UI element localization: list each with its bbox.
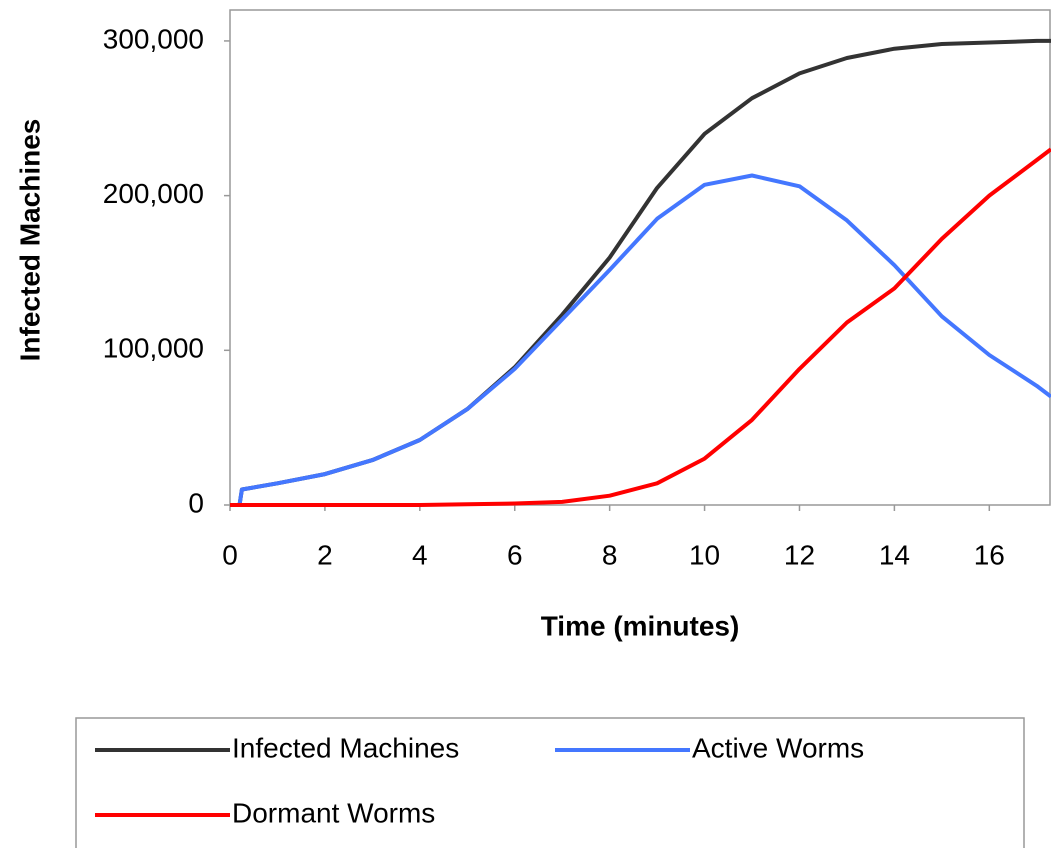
x-tick-label: 4 — [412, 539, 428, 570]
legend-label: Active Worms — [692, 732, 864, 763]
series-line — [230, 38, 1051, 507]
x-tick-label: 12 — [784, 539, 815, 570]
y-axis-title: Infected Machines — [14, 119, 45, 362]
x-tick-label: 6 — [507, 539, 523, 570]
legend-box — [75, 717, 1025, 848]
x-axis-title: Time (minutes) — [541, 610, 740, 641]
x-tick-label: 16 — [974, 539, 1005, 570]
x-tick-label: 0 — [222, 539, 238, 570]
series-line — [230, 147, 1051, 507]
x-tick-label: 8 — [602, 539, 618, 570]
plot-frame — [229, 9, 1051, 506]
series-line — [230, 173, 1051, 507]
legend-label: Infected Machines — [232, 732, 459, 763]
y-tick-label: 200,000 — [103, 178, 204, 209]
y-tick-label: 300,000 — [103, 23, 204, 54]
x-tick-label: 10 — [689, 539, 720, 570]
y-tick-label: 0 — [188, 487, 204, 518]
legend-label: Dormant Worms — [232, 797, 435, 828]
x-tick-label: 14 — [879, 539, 910, 570]
x-tick-label: 2 — [317, 539, 333, 570]
y-tick-label: 100,000 — [103, 333, 204, 364]
